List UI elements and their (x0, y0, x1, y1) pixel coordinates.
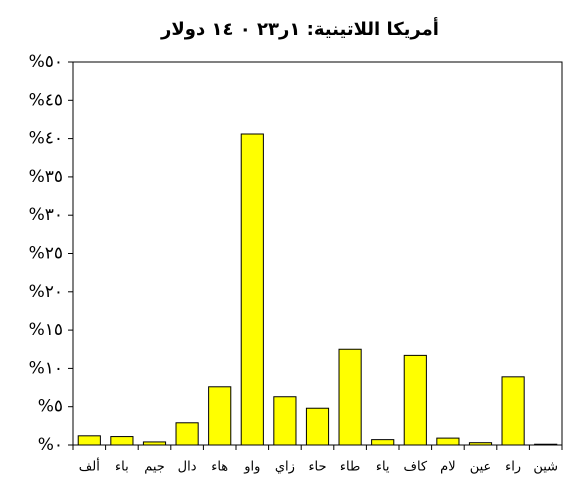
bar (371, 439, 395, 446)
y-tick-label: %٤٥ (29, 90, 63, 110)
y-tick-label: %٥ (38, 397, 63, 417)
y-tick-label: %٢٠ (29, 282, 63, 302)
x-tick-label: حاء (308, 460, 326, 475)
bar (468, 442, 493, 446)
x-tick-label: عين (470, 460, 492, 475)
bar (208, 386, 232, 446)
x-tick-label: واو (243, 460, 260, 475)
y-tick-label: %٣٠ (29, 205, 63, 225)
bar (436, 437, 460, 446)
x-tick-label: لام (440, 460, 455, 475)
x-tick-label: ياء (376, 460, 390, 475)
y-tick-label: %٣٥ (29, 167, 63, 187)
x-tick-label: راء (505, 460, 521, 475)
bar (273, 396, 297, 446)
x-tick-label: كاف (403, 460, 427, 475)
bar (240, 133, 264, 446)
plot-frame (72, 61, 563, 446)
bar (110, 436, 134, 446)
x-tick-label: جيم (144, 460, 165, 475)
bar (142, 441, 167, 446)
y-tick-label: %٢٥ (29, 244, 63, 264)
bar (338, 348, 362, 446)
y-tick-label: %٠ (38, 435, 63, 455)
bar (534, 443, 558, 446)
chart-title: أمريكا اللاتينية: ١ر٢٣ ٠ ١٤ دولار (160, 17, 439, 40)
bar (77, 435, 101, 446)
y-tick-label: %١٠ (29, 358, 63, 378)
y-tick-label: %٤٠ (29, 129, 63, 149)
x-tick-label: طاء (340, 460, 360, 475)
y-tick-label: %٥٠ (29, 52, 63, 72)
x-tick-label: هاء (211, 460, 228, 475)
x-tick-label: زاي (275, 460, 295, 475)
x-tick-label: ألف (79, 458, 100, 475)
bar (501, 376, 525, 446)
x-tick-label: شين (533, 460, 558, 475)
bar (175, 422, 199, 446)
bar (305, 407, 330, 446)
y-tick-label: %١٥ (29, 320, 63, 340)
x-tick-label: دال (178, 460, 197, 475)
bar (403, 354, 427, 446)
x-tick-label: باء (115, 460, 129, 475)
